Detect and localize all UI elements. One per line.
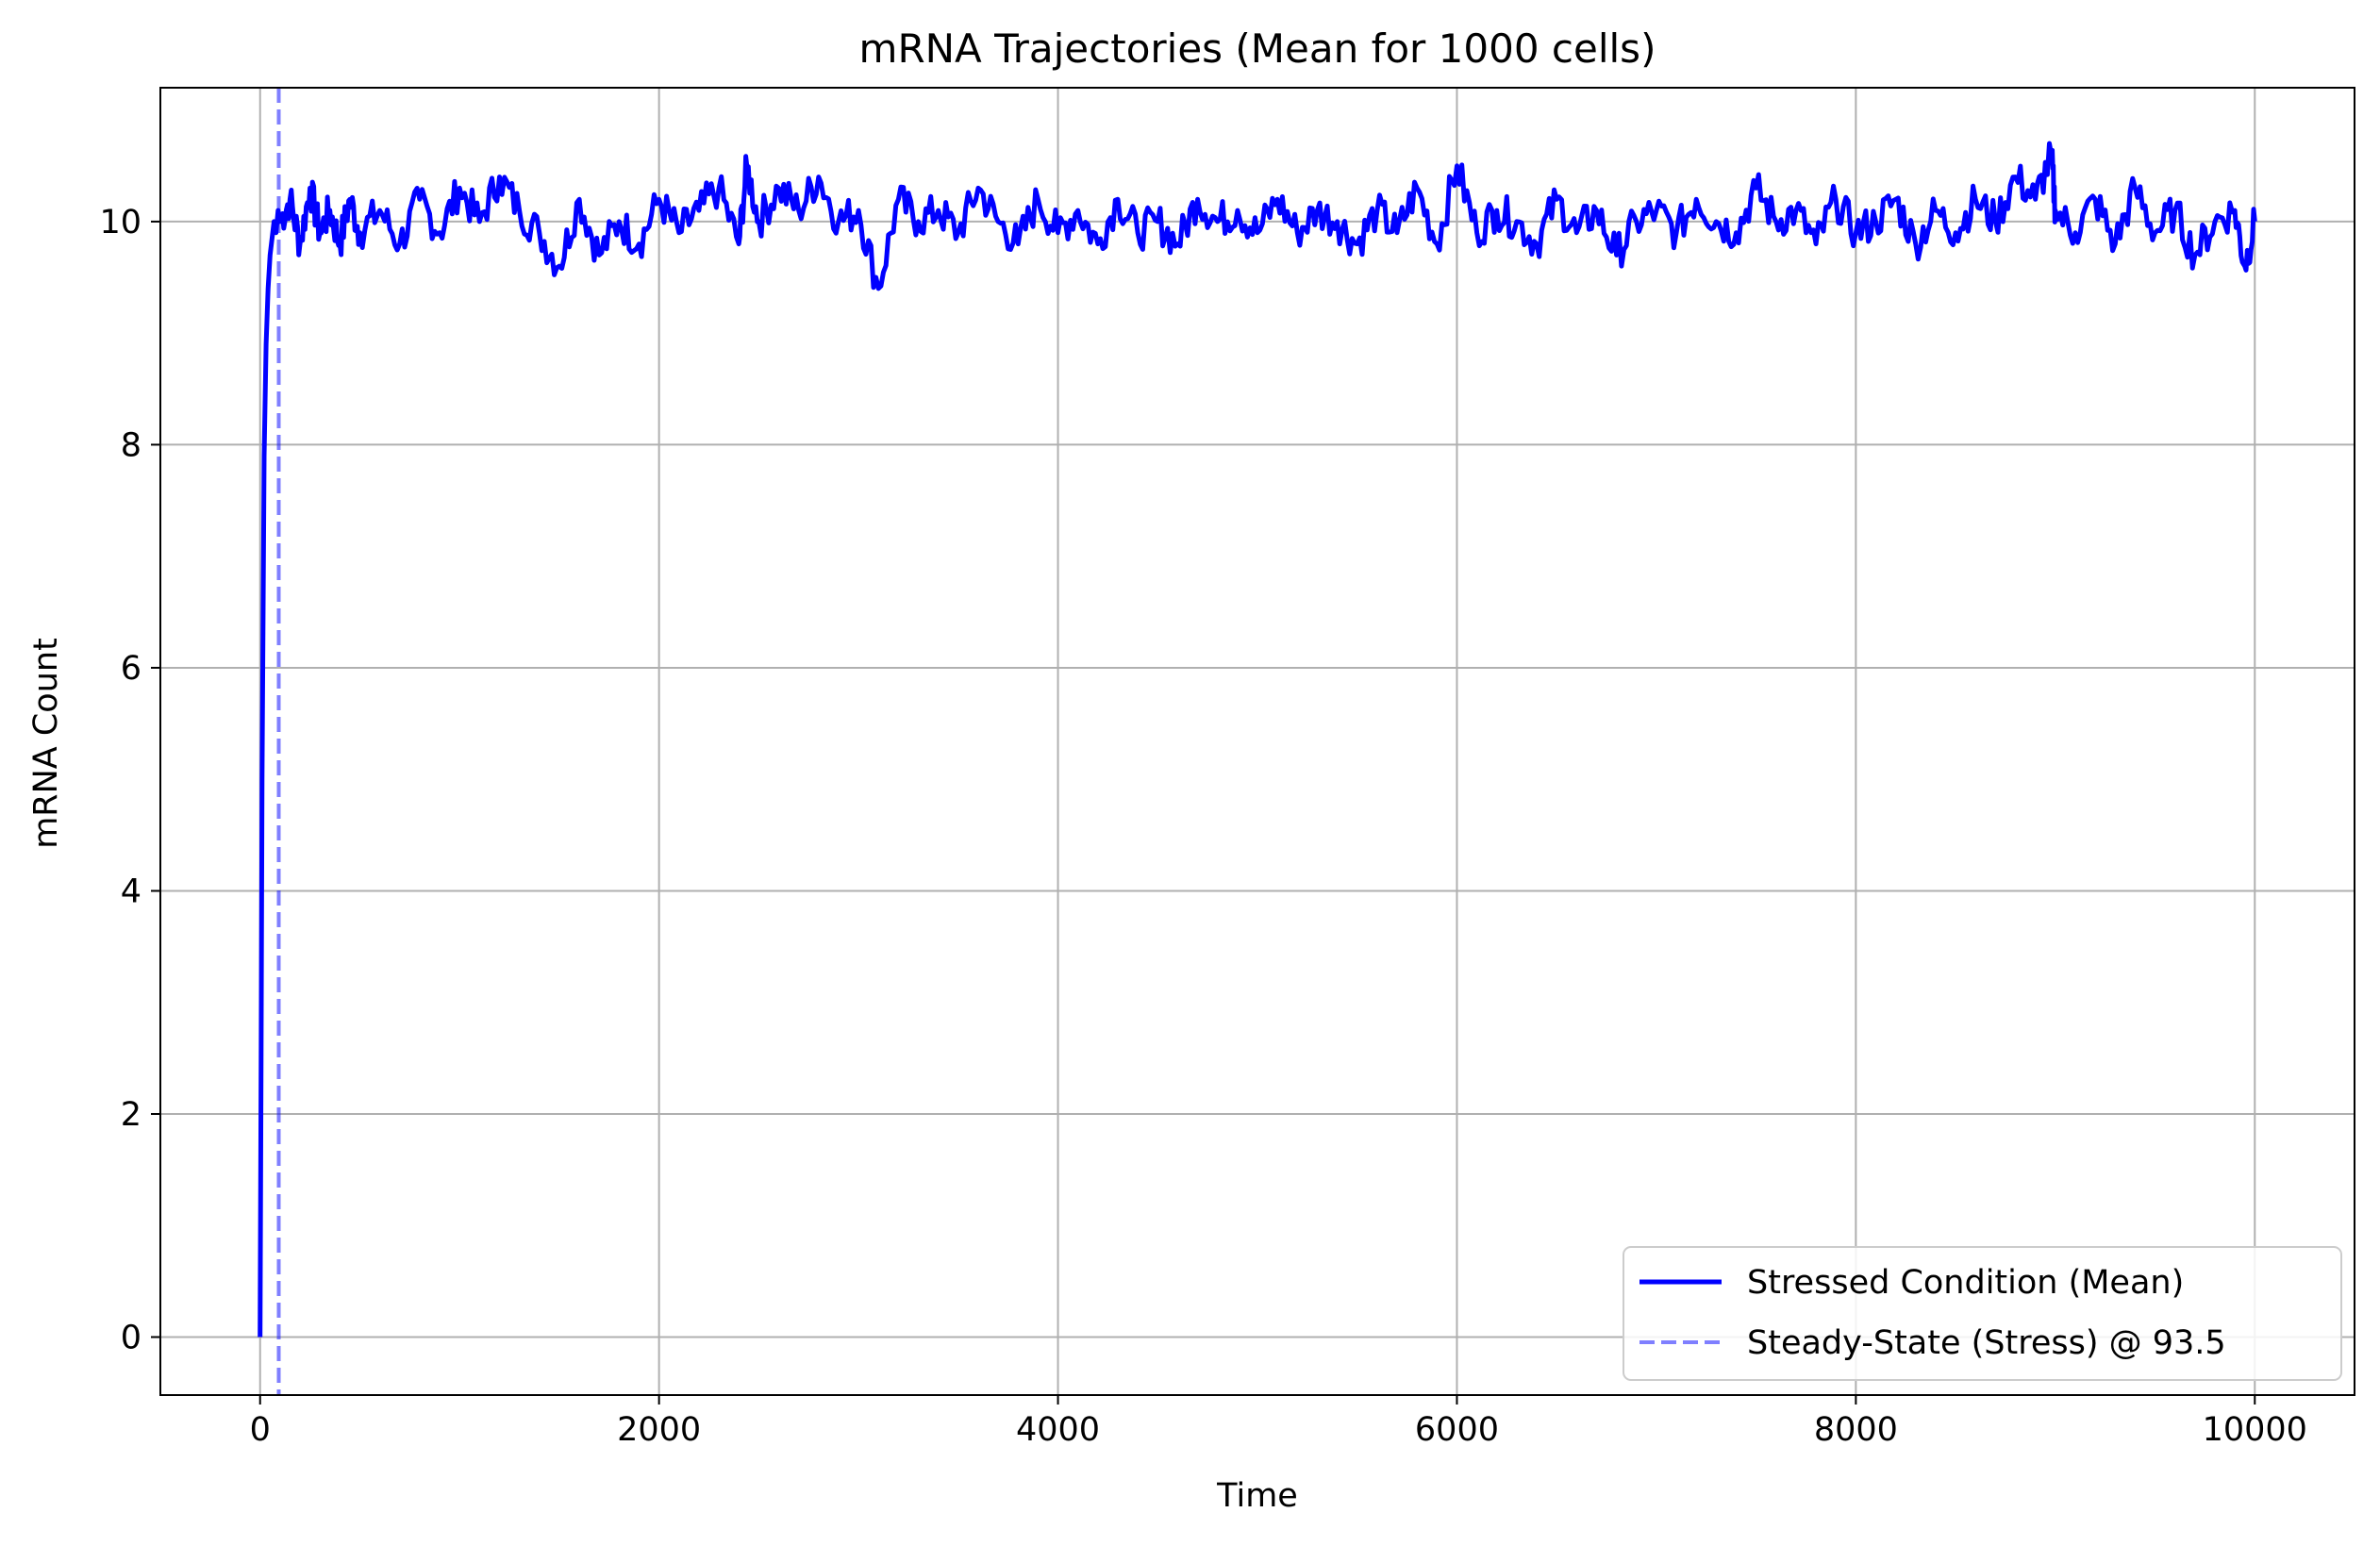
y-tick-label-3: 6 <box>121 650 141 688</box>
x-tick-label-2: 4000 <box>1016 1411 1100 1449</box>
x-tick-label-1: 2000 <box>617 1411 701 1449</box>
x-tick-label-4: 8000 <box>1814 1411 1898 1449</box>
y-axis-label: mRNA Count <box>27 638 65 849</box>
legend-box <box>1623 1246 2342 1381</box>
legend: Stressed Condition (Mean) Steady-State (… <box>1623 1246 2342 1381</box>
axes-frame <box>159 87 2355 1396</box>
x-tick-label-5: 10000 <box>2203 1411 2307 1449</box>
plot-area: 0 2000 4000 6000 8000 10000 0 2 4 6 8 10 <box>99 87 2355 1449</box>
y-tick-label-2: 4 <box>121 873 141 910</box>
legend-label-steady-state: Steady-State (Stress) @ 93.5 <box>1747 1324 2226 1362</box>
chart-title: mRNA Trajectories (Mean for 1000 cells) <box>859 25 1656 72</box>
y-tick-label-1: 2 <box>121 1096 141 1134</box>
y-tick-label-0: 0 <box>121 1320 141 1357</box>
x-tick-label-0: 0 <box>250 1411 271 1449</box>
x-tick-label-3: 6000 <box>1415 1411 1499 1449</box>
x-axis-label: Time <box>1216 1477 1298 1515</box>
series-line-stressed-mean <box>258 141 2257 1338</box>
y-tick-label-4: 8 <box>121 426 141 464</box>
y-tick-label-5: 10 <box>99 204 141 241</box>
legend-label-stressed: Stressed Condition (Mean) <box>1747 1264 2184 1302</box>
